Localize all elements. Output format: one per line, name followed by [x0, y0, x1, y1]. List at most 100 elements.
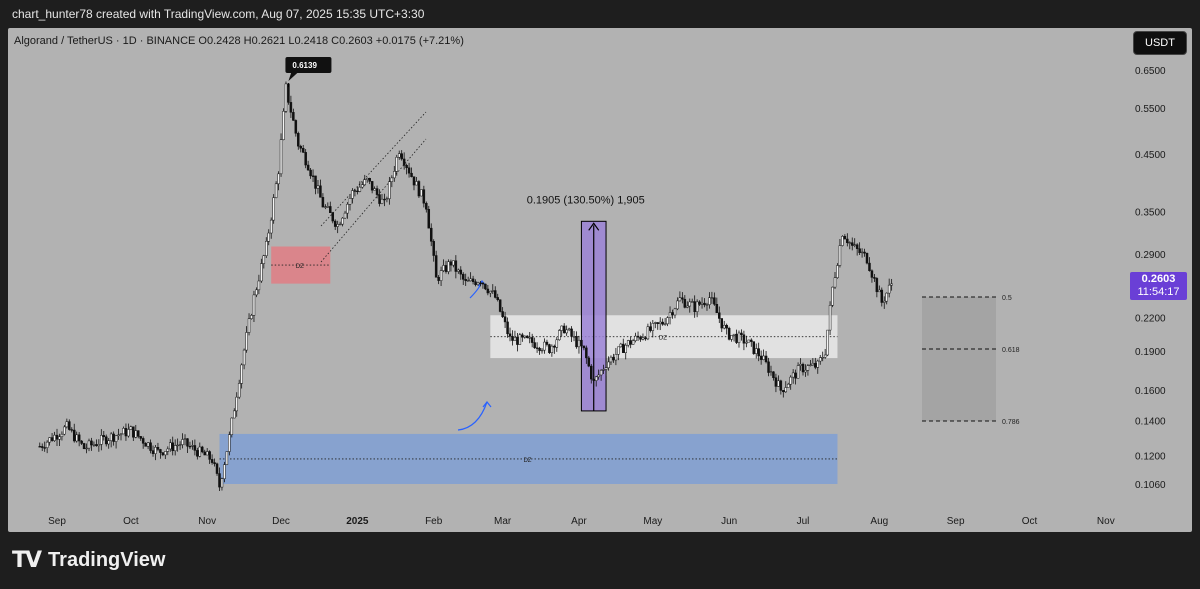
- candle-body: [262, 255, 266, 264]
- candle-body: [114, 435, 118, 442]
- candle-body: [338, 223, 342, 226]
- candle-body: [228, 434, 231, 452]
- candle-body: [794, 372, 797, 379]
- y-tick-label: 0.2900: [1135, 250, 1166, 261]
- candle-body: [447, 261, 450, 272]
- candle-body: [725, 324, 728, 329]
- candle-body: [767, 361, 770, 373]
- candle-body: [624, 344, 627, 353]
- candle-body: [397, 153, 401, 158]
- candle-body: [540, 349, 544, 352]
- candle-body: [461, 273, 465, 280]
- candle-body: [747, 339, 751, 343]
- y-tick-label: 0.1400: [1135, 416, 1166, 427]
- candle-body: [247, 318, 251, 333]
- candle-body: [225, 451, 229, 465]
- candle-body: [658, 321, 662, 324]
- candle-body: [437, 277, 440, 281]
- candle-body: [476, 282, 480, 285]
- candle-body: [48, 437, 51, 443]
- fib-label-2: 0.618: [1002, 347, 1020, 354]
- candle-body: [836, 265, 839, 278]
- candle-body: [779, 380, 783, 391]
- candle-body: [754, 348, 758, 354]
- fib-label-1: 0.5: [1002, 295, 1012, 302]
- candle-body: [750, 339, 753, 342]
- candle-body: [201, 446, 204, 453]
- currency-button[interactable]: USDT: [1133, 31, 1187, 55]
- candle-body: [452, 260, 455, 266]
- candle-body: [282, 111, 285, 140]
- candle-body: [873, 277, 876, 279]
- candle-body: [176, 444, 179, 447]
- candle-body: [117, 434, 120, 437]
- candle-body: [274, 183, 278, 198]
- candle-body: [240, 364, 243, 384]
- candle-body: [841, 236, 844, 246]
- candle-body: [791, 372, 795, 378]
- candle-body: [858, 248, 861, 253]
- y-tick-label: 0.6500: [1135, 66, 1166, 77]
- candle-body: [464, 279, 467, 282]
- candle-body: [324, 206, 327, 208]
- candle-body: [156, 447, 160, 450]
- candle-body: [865, 253, 869, 264]
- x-tick-label: Sep: [947, 516, 965, 527]
- candle-body: [75, 434, 78, 442]
- candle-body: [511, 335, 514, 341]
- x-tick-label: Oct: [1022, 516, 1038, 527]
- candle-body: [496, 297, 499, 301]
- candle-body: [68, 421, 71, 430]
- curved-arrow-2: [457, 401, 488, 431]
- candle-body: [474, 281, 477, 285]
- candle-body: [284, 83, 288, 112]
- candle-body: [373, 188, 376, 191]
- candle-body: [823, 354, 827, 358]
- y-tick-label: 0.2200: [1135, 313, 1166, 324]
- candle-body: [530, 337, 534, 343]
- candle-body: [661, 321, 664, 325]
- x-tick-label: Feb: [425, 516, 443, 527]
- candle-body: [777, 380, 780, 387]
- candle-body: [668, 312, 672, 318]
- chart-area[interactable]: Algorand / TetherUS · 1D · BINANCE O0.24…: [8, 28, 1192, 532]
- candle-body: [710, 297, 714, 299]
- candle-body: [43, 447, 46, 449]
- candle-body: [77, 434, 81, 442]
- candle-body: [444, 265, 448, 272]
- brand-name: TradingView: [48, 549, 166, 571]
- candle-body: [109, 433, 113, 441]
- candle-body: [772, 371, 775, 378]
- tradingview-logo[interactable]: TV TradingView: [12, 548, 166, 573]
- x-tick-label: May: [643, 516, 662, 527]
- price-chart[interactable]: Algorand / TetherUS · 1D · BINANCE O0.24…: [8, 28, 1192, 532]
- candle-body: [521, 334, 524, 338]
- candle-body: [393, 171, 396, 179]
- x-tick-label: Apr: [571, 516, 587, 527]
- curved-arrow-head-2: [482, 401, 492, 408]
- candle-body: [870, 270, 874, 278]
- candle-body: [553, 345, 556, 348]
- candle-body: [560, 325, 563, 331]
- last-price-value: 0.2603: [1141, 273, 1176, 285]
- candle-body: [718, 312, 721, 319]
- candle-body: [804, 369, 807, 373]
- candle-body: [390, 177, 394, 182]
- candle-body: [732, 333, 736, 336]
- candle-body: [513, 337, 517, 341]
- candle-body: [395, 156, 399, 172]
- candle-body: [299, 145, 302, 149]
- candle-body: [119, 433, 123, 436]
- candle-body: [882, 300, 886, 303]
- candle-body: [95, 444, 98, 447]
- fib-box[interactable]: [922, 297, 996, 421]
- candle-body: [272, 197, 275, 221]
- candle-body: [422, 189, 426, 204]
- candle-body: [220, 478, 224, 488]
- candle-body: [134, 430, 138, 438]
- candle-body: [649, 326, 652, 331]
- candle-body: [572, 336, 576, 338]
- measure-arrow-head: [588, 222, 600, 231]
- candle-body: [503, 316, 507, 323]
- candle-body: [255, 289, 258, 296]
